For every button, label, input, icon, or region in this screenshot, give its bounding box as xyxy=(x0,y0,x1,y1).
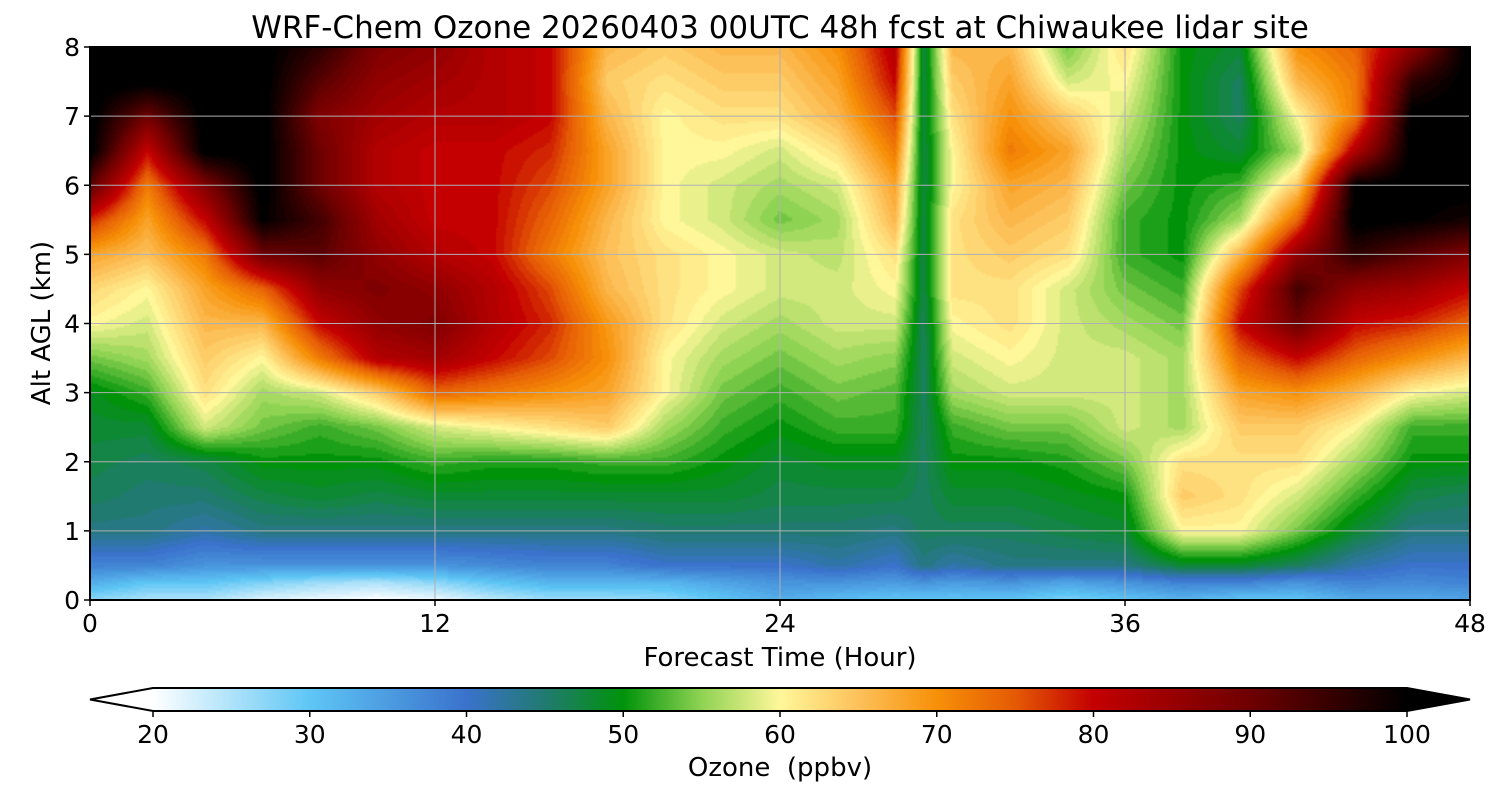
y-axis-label: Alt AGL (km) xyxy=(27,241,57,405)
y-tick-label: 4 xyxy=(64,310,80,339)
x-tick-label: 24 xyxy=(764,609,796,638)
colorbar-label: Ozone (ppbv) xyxy=(688,753,872,783)
colorbar-tick-label: 70 xyxy=(921,720,953,749)
x-axis-label: Forecast Time (Hour) xyxy=(643,643,916,673)
colorbar-tick-label: 30 xyxy=(294,720,326,749)
plot-area xyxy=(89,46,1471,601)
colorbar-tick-label: 40 xyxy=(451,720,483,749)
y-axis: 0 1 2 3 4 5 6 7 8 xyxy=(64,33,90,615)
x-axis: 0 12 24 36 48 xyxy=(82,600,1486,638)
chart-title: WRF-Chem Ozone 20260403 00UTC 48h fcst a… xyxy=(251,10,1309,46)
x-tick-label: 36 xyxy=(1109,609,1141,638)
y-tick-label: 2 xyxy=(64,448,80,477)
y-tick-label: 3 xyxy=(64,379,80,408)
colorbar-tick-label: 90 xyxy=(1234,720,1266,749)
colorbar-tick-label: 50 xyxy=(607,720,639,749)
colorbar: 20 30 40 50 60 70 80 90 100 Ozone (ppbv) xyxy=(89,687,1471,783)
colorbar-tick-label: 80 xyxy=(1078,720,1110,749)
colorbar-ramp xyxy=(153,688,1407,711)
x-tick-label: 48 xyxy=(1454,609,1486,638)
y-tick-label: 5 xyxy=(64,240,80,269)
colorbar-low-extension xyxy=(90,688,153,711)
y-tick-label: 7 xyxy=(64,102,80,131)
colorbar-tick-label: 60 xyxy=(764,720,796,749)
colorbar-ticks: 20 30 40 50 60 70 80 90 100 xyxy=(137,711,1431,749)
colorbar-tick-label: 20 xyxy=(137,720,169,749)
y-tick-label: 1 xyxy=(64,517,80,546)
y-tick-label: 8 xyxy=(64,33,80,62)
colorbar-high-extension xyxy=(1407,688,1470,711)
y-tick-label: 0 xyxy=(64,586,80,615)
y-tick-label: 6 xyxy=(64,171,80,200)
x-tick-label: 12 xyxy=(419,609,451,638)
x-tick-label: 0 xyxy=(82,609,98,638)
colorbar-tick-label: 100 xyxy=(1383,720,1431,749)
